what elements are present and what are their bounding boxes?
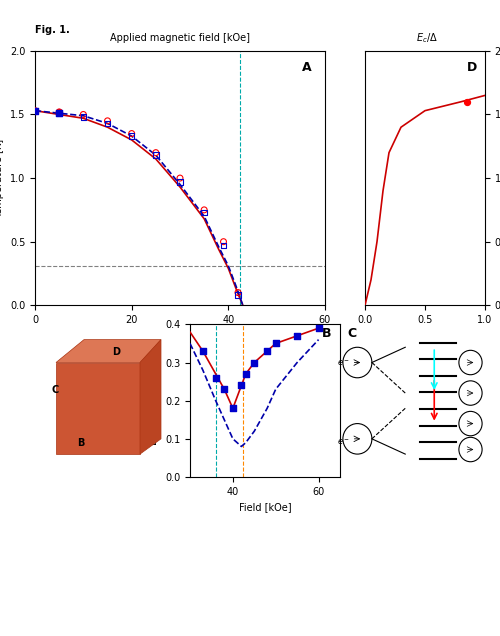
Point — [234, 287, 242, 298]
Circle shape — [343, 424, 372, 454]
Point — [199, 346, 207, 356]
Point — [212, 373, 220, 383]
Point — [55, 108, 63, 118]
Point — [104, 116, 112, 126]
Text: Fig. 1.: Fig. 1. — [35, 25, 70, 36]
Point — [220, 237, 228, 247]
Point — [31, 106, 39, 116]
Point — [31, 106, 39, 116]
X-axis label: Field [kOe]: Field [kOe] — [238, 502, 292, 512]
Text: D: D — [112, 347, 120, 357]
Point — [463, 97, 471, 107]
Point — [314, 323, 322, 333]
Y-axis label: Temperature [K]: Temperature [K] — [0, 139, 4, 218]
Point — [80, 109, 88, 120]
Point — [238, 380, 246, 391]
Text: A: A — [302, 61, 312, 74]
Point — [293, 331, 301, 341]
Text: $E_c/\Delta$: $E_c/\Delta$ — [416, 31, 438, 45]
Point — [55, 107, 63, 117]
Text: B: B — [77, 438, 84, 448]
Point — [220, 240, 228, 251]
Point — [250, 357, 258, 368]
Text: C: C — [52, 385, 59, 395]
Text: C: C — [347, 326, 356, 340]
Y-axis label: Energy gap [meV]: Energy gap [meV] — [150, 356, 160, 445]
Point — [55, 108, 63, 118]
Point — [176, 177, 184, 187]
Point — [200, 205, 208, 215]
Circle shape — [459, 411, 482, 436]
Point — [242, 369, 250, 379]
Circle shape — [343, 347, 372, 378]
Point — [31, 106, 39, 116]
Point — [152, 150, 160, 160]
Text: $e^-$: $e^-$ — [337, 438, 350, 447]
Point — [31, 106, 39, 116]
Circle shape — [459, 350, 482, 375]
Circle shape — [459, 381, 482, 405]
Polygon shape — [56, 340, 161, 363]
Point — [128, 131, 136, 141]
Point — [176, 173, 184, 183]
Point — [272, 338, 280, 349]
Point — [220, 384, 228, 394]
Text: Applied magnetic field [kOe]: Applied magnetic field [kOe] — [110, 33, 250, 43]
Point — [104, 118, 112, 128]
Point — [263, 346, 271, 356]
Point — [80, 112, 88, 122]
Point — [200, 207, 208, 218]
Polygon shape — [56, 363, 140, 454]
Text: B: B — [322, 326, 332, 340]
Text: D: D — [467, 61, 477, 74]
Point — [234, 290, 242, 300]
Point — [152, 148, 160, 158]
Point — [55, 107, 63, 117]
Polygon shape — [140, 340, 161, 454]
Point — [128, 128, 136, 139]
Circle shape — [459, 438, 482, 462]
Point — [229, 403, 237, 413]
Text: $e^-$: $e^-$ — [337, 358, 350, 368]
